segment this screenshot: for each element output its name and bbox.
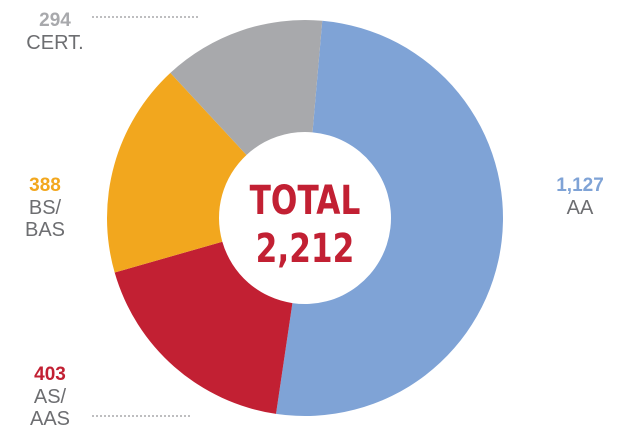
category-label: CERT. xyxy=(26,32,84,54)
wedges xyxy=(107,19,504,417)
value-label: 403 xyxy=(34,364,66,385)
segment-label: 388 BS/ BAS xyxy=(5,175,85,241)
segment-label: 1,127 AA xyxy=(540,175,620,219)
value-label: 294 xyxy=(39,10,71,31)
category-label: AS/ AAS xyxy=(29,386,71,430)
center-title: TOTAL xyxy=(250,178,361,224)
segment-label: 403 AS/ AAS xyxy=(10,364,90,430)
category-label: AA xyxy=(566,197,594,219)
wedge xyxy=(170,19,323,155)
wedge xyxy=(114,241,293,414)
wedge xyxy=(107,72,247,273)
value-label: 1,127 xyxy=(556,175,604,196)
center-total: 2,212 xyxy=(256,226,355,272)
category-label: BS/ BAS xyxy=(24,197,66,241)
segment-label: 294 CERT. xyxy=(15,10,95,54)
wedge xyxy=(276,20,504,417)
value-label: 388 xyxy=(29,175,61,196)
